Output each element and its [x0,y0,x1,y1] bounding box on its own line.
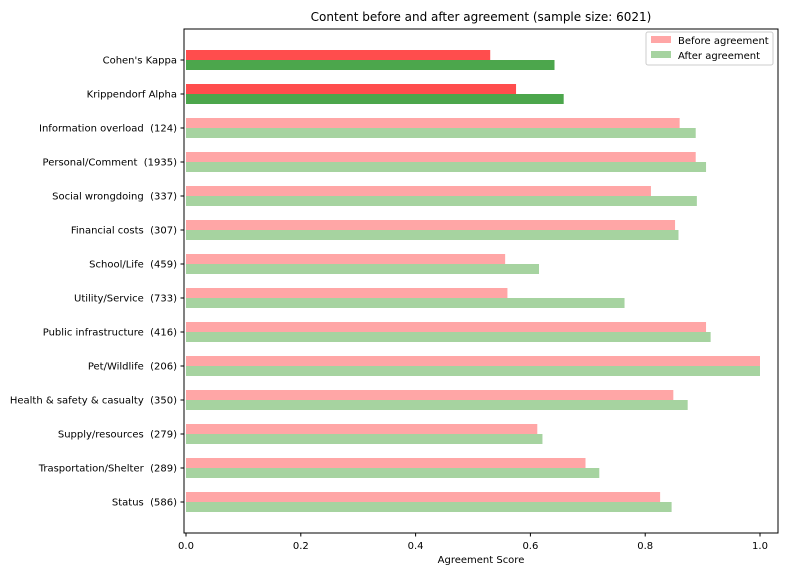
bar-after-12 [186,468,600,478]
legend-label-after: After agreement [678,51,760,62]
bar-before-1 [186,84,517,94]
y-tick-label: Cohen's Kappa [103,56,177,67]
bar-after-2 [186,128,696,138]
y-tick-label: Information overload (124) [39,124,177,135]
x-axis-ticks: 0.0 0.2 0.4 0.6 0.8 1.0 [178,533,768,552]
legend-label-before: Before agreement [678,36,769,47]
x-tick-label: 0.6 [522,541,538,552]
chart-title: Content before and after agreement (samp… [311,10,652,24]
plot-frame [183,28,779,534]
bar-after-13 [186,502,672,512]
y-tick-label: Status (586) [112,498,177,509]
bar-after-1 [186,94,564,104]
y-tick-label: Krippendorf Alpha [87,90,177,101]
x-tick-label: 0.8 [637,541,653,552]
y-tick-label: Financial costs (307) [71,226,177,237]
bar-before-4 [186,186,651,196]
bar-after-8 [186,332,711,342]
x-axis-label: Agreement Score [438,555,525,566]
bar-before-10 [186,390,674,400]
y-tick-label: Personal/Comment (1935) [43,158,178,169]
bar-before-0 [186,50,491,60]
legend-box [645,31,774,66]
bar-before-7 [186,288,508,298]
bar-before-2 [186,118,680,128]
y-tick-label: School/Life (459) [89,260,177,271]
bar-after-11 [186,434,543,444]
x-tick-label: 0.2 [293,541,309,552]
x-tick-label: 1.0 [752,541,768,552]
bar-after-10 [186,400,688,410]
bar-before-12 [186,458,586,468]
y-tick-label: Utility/Service (733) [74,294,177,305]
bar-after-5 [186,230,679,240]
bar-before-13 [186,492,661,502]
legend-swatch-after [651,51,671,58]
y-tick-label: Trasportation/Shelter (289) [38,464,177,475]
bar-after-6 [186,264,540,274]
bar-before-3 [186,152,696,162]
bar-after-0 [186,60,555,70]
y-axis-ticks: Cohen's Kappa Krippendorf Alpha Informatio… [10,56,184,509]
bar-after-4 [186,196,697,206]
y-tick-label: Public infrastructure (416) [43,328,177,339]
y-tick-label: Health & safety & casualty (350) [10,396,177,407]
bar-before-8 [186,322,707,332]
x-tick-label: 0.4 [408,541,424,552]
bar-after-3 [186,162,707,172]
bar-after-7 [186,298,625,308]
y-tick-label: Supply/resources (279) [58,430,177,441]
bar-after-9 [186,366,760,376]
x-tick-label: 0.0 [178,541,194,552]
bar-before-6 [186,254,506,264]
bars-group [186,50,760,512]
legend-swatch-before [651,36,671,43]
bar-before-9 [186,356,760,366]
bar-before-11 [186,424,538,434]
legend: Before agreement After agreement [645,31,774,66]
y-tick-label: Social wrongdoing (337) [52,192,177,203]
y-tick-label: Pet/Wildlife (206) [88,362,177,373]
bar-before-5 [186,220,676,230]
